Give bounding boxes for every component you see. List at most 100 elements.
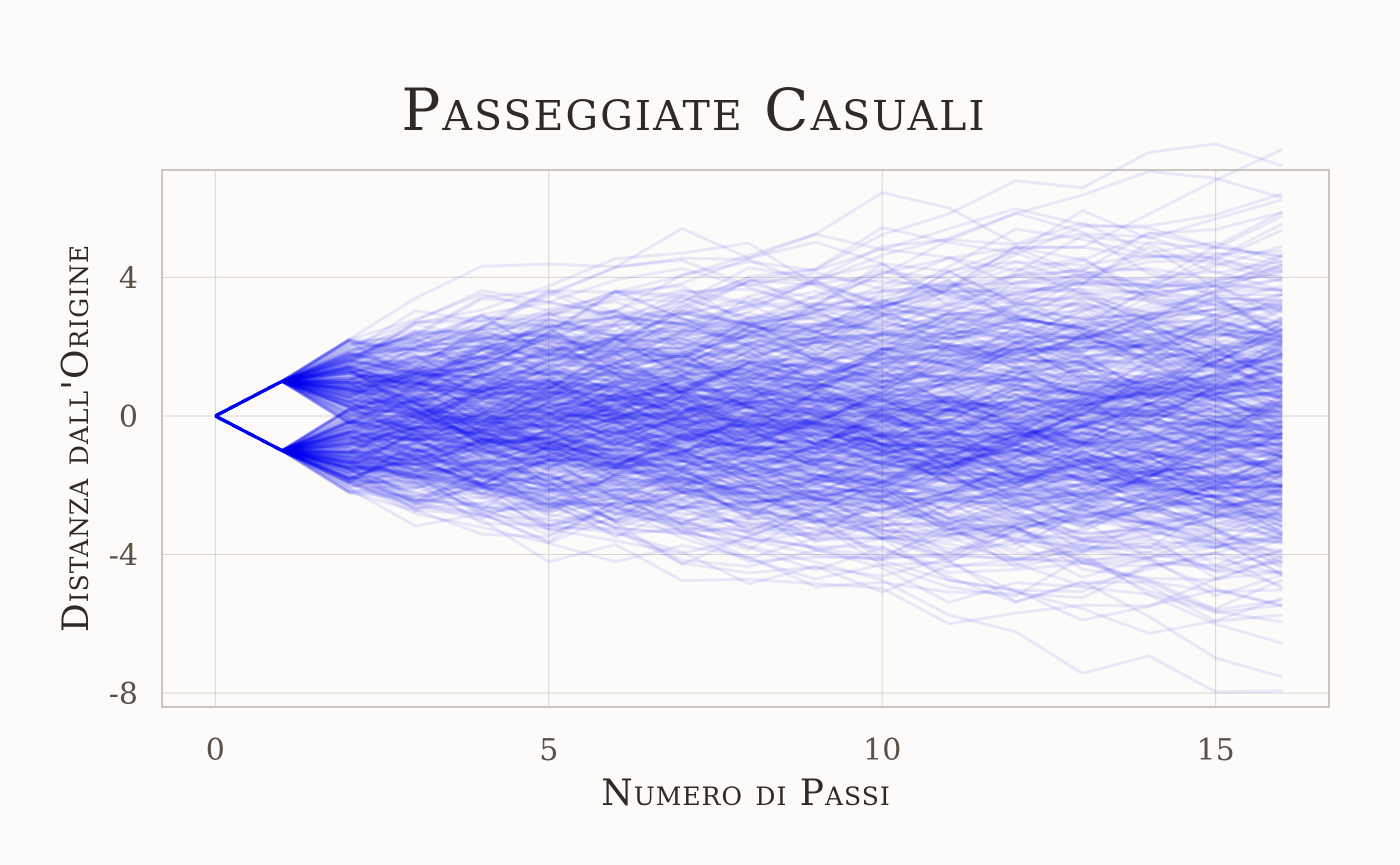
walk-line: [214, 262, 1283, 418]
walk-line: [214, 365, 1283, 510]
walk-line: [214, 414, 1284, 512]
walk-line: [214, 289, 1283, 465]
walk-line: [214, 360, 1283, 442]
walk-line: [214, 412, 1283, 480]
walk-line: [214, 373, 1283, 487]
walk-line: [214, 169, 1283, 418]
y-tick-label: 0: [119, 400, 138, 435]
walk-line: [214, 400, 1283, 489]
walk-line: [214, 381, 1283, 453]
walk-line: [214, 414, 1283, 524]
walk-line: [214, 316, 1283, 418]
walk-line: [214, 311, 1283, 418]
walk-line: [214, 263, 1283, 418]
walk-line: [214, 245, 1283, 418]
walk-line: [214, 414, 1283, 531]
walk-line: [214, 414, 1283, 549]
walk-line: [214, 414, 1283, 518]
walk-line: [214, 414, 1283, 539]
walk-line: [214, 414, 1283, 626]
walk-line: [214, 374, 1283, 472]
walk-line: [214, 365, 1283, 506]
walk-line: [214, 256, 1283, 453]
walk-line: [214, 372, 1283, 441]
walk-line: [214, 389, 1283, 473]
walk-line: [214, 390, 1283, 470]
walk-line: [214, 273, 1283, 418]
walk-line: [214, 210, 1283, 418]
walk-line: [214, 381, 1284, 465]
walk-line: [214, 308, 1283, 418]
walk-line: [214, 414, 1284, 590]
walk-line: [214, 355, 1284, 458]
walk-line: [214, 414, 1283, 527]
walk-line: [214, 414, 1283, 514]
walk-line: [214, 409, 1283, 521]
walk-line: [214, 384, 1283, 502]
walk-line: [214, 414, 1283, 539]
walk-line: [214, 349, 1283, 469]
walk-line: [214, 326, 1283, 418]
walk-line: [214, 403, 1283, 483]
walk-line: [214, 414, 1283, 528]
walk-line: [214, 407, 1283, 515]
walk-line: [214, 414, 1283, 578]
walk-line: [214, 390, 1283, 493]
walk-line: [214, 414, 1283, 536]
walk-line: [214, 369, 1283, 459]
walk-line: [214, 398, 1283, 469]
walk-line: [214, 414, 1283, 555]
walk-line: [214, 414, 1283, 635]
walk-line: [214, 364, 1283, 459]
walk-line: [214, 386, 1283, 486]
walk-line: [214, 358, 1283, 526]
walk-line: [214, 332, 1283, 418]
walk-line: [214, 366, 1283, 422]
walk-line: [214, 321, 1283, 453]
walk-line: [214, 391, 1283, 474]
walk-line: [214, 413, 1283, 511]
walk-line: [214, 361, 1283, 430]
walk-line: [214, 414, 1283, 623]
walk-line: [214, 350, 1283, 454]
walk-line: [214, 227, 1283, 418]
walk-line: [214, 288, 1283, 418]
walk-line: [214, 319, 1283, 440]
walk-line: [214, 377, 1283, 534]
walk-line: [214, 390, 1283, 537]
walk-line: [214, 142, 1283, 418]
walk-line: [214, 247, 1283, 418]
walk-line: [214, 414, 1283, 513]
walk-line: [214, 356, 1283, 532]
walk-line: [214, 414, 1283, 495]
walk-line: [214, 379, 1284, 525]
walk-line: [214, 370, 1283, 431]
walk-line: [214, 258, 1283, 418]
walk-line: [214, 231, 1283, 418]
walk-line: [214, 350, 1283, 502]
walk-line: [214, 414, 1283, 518]
walk-line: [214, 379, 1283, 537]
walk-line: [214, 387, 1283, 485]
walk-line: [214, 329, 1283, 468]
walk-line: [214, 342, 1284, 436]
walk-line: [214, 266, 1283, 418]
walk-line: [214, 414, 1283, 582]
walk-line: [214, 320, 1283, 438]
walk-line: [214, 228, 1283, 453]
walk-line: [214, 399, 1283, 467]
walk-line: [214, 245, 1283, 418]
walk-line: [214, 358, 1283, 446]
walk-line: [214, 328, 1283, 423]
walk-line: [214, 333, 1283, 418]
walk-line: [214, 311, 1283, 418]
walk-line: [214, 379, 1283, 484]
walk-line: [214, 407, 1283, 494]
walk-line: [214, 344, 1283, 427]
walk-line: [214, 309, 1283, 424]
walk-line: [214, 414, 1283, 486]
walk-line: [214, 323, 1283, 418]
walk-line: [214, 295, 1284, 445]
walk-line: [214, 366, 1283, 521]
walk-line: [214, 394, 1283, 474]
